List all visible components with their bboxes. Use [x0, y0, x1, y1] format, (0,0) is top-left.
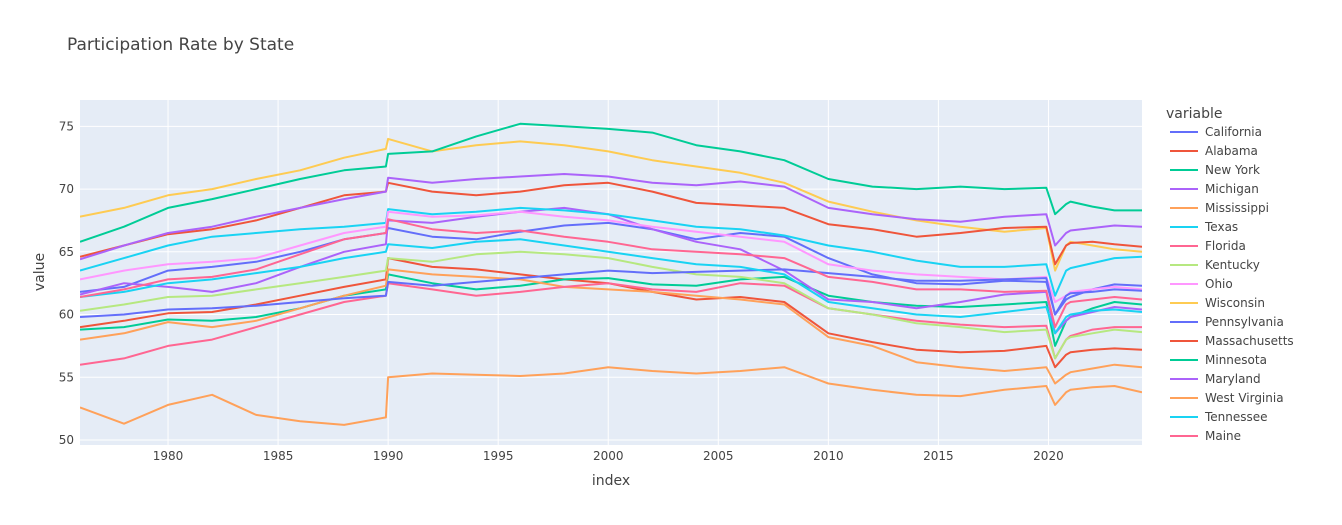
series-line-tennessee[interactable] — [80, 238, 1142, 335]
x-tick-label: 2000 — [593, 449, 624, 463]
series-line-west-virginia[interactable] — [80, 366, 1142, 426]
x-tick-label: 1980 — [153, 449, 184, 463]
legend-label: Maine — [1205, 429, 1241, 443]
legend-label: Pennsylvania — [1205, 315, 1284, 329]
legend-label: Kentucky — [1205, 258, 1260, 272]
series-line-mississippi[interactable] — [80, 268, 1142, 385]
y-tick-label: 65 — [59, 245, 74, 259]
series-line-ohio[interactable] — [80, 210, 1142, 303]
series-line-texas[interactable] — [80, 206, 1142, 297]
legend-label: Ohio — [1205, 277, 1233, 291]
series-line-kentucky[interactable] — [80, 250, 1142, 360]
legend-item-maine[interactable]: Maine — [1170, 429, 1241, 443]
legend-item-california[interactable]: California — [1170, 125, 1262, 139]
legend-label: Wisconsin — [1205, 296, 1265, 310]
legend-label: Tennessee — [1204, 410, 1268, 424]
series-lines — [80, 122, 1142, 426]
legend-title: variable — [1166, 106, 1222, 122]
x-axis-ticks: 1980 1985 1990 1995 2000 2005 2010 2015 2020 — [153, 449, 1064, 463]
legend-item-maryland[interactable]: Maryland — [1170, 372, 1261, 386]
series-line-wisconsin[interactable] — [80, 137, 1142, 272]
legend-label: Maryland — [1205, 372, 1261, 386]
legend-item-tennessee[interactable]: Tennessee — [1170, 410, 1268, 424]
legend-item-florida[interactable]: Florida — [1170, 239, 1246, 253]
x-axis-title: index — [592, 473, 630, 489]
x-tick-label: 1985 — [263, 449, 294, 463]
y-tick-label: 70 — [59, 182, 74, 196]
legend-item-massachusetts[interactable]: Massachusetts — [1170, 334, 1294, 348]
legend-label: Alabama — [1205, 144, 1258, 158]
series-line-minnesota[interactable] — [80, 122, 1142, 243]
legend-label: Michigan — [1205, 182, 1259, 196]
series-line-alabama[interactable] — [80, 257, 1142, 369]
series-line-maryland[interactable] — [80, 173, 1142, 261]
legend-item-michigan[interactable]: Michigan — [1170, 182, 1259, 196]
legend-item-texas[interactable]: Texas — [1170, 220, 1238, 234]
legend-item-ohio[interactable]: Ohio — [1170, 277, 1233, 291]
x-tick-label: 2020 — [1033, 449, 1064, 463]
chart-title: Participation Rate by State — [67, 35, 294, 55]
y-axis-title: value — [32, 253, 48, 291]
legend-label: California — [1205, 125, 1262, 139]
x-tick-label: 1995 — [483, 449, 514, 463]
y-tick-label: 50 — [59, 433, 74, 447]
y-axis-ticks: 50 55 60 65 70 75 — [59, 119, 74, 447]
series-line-pennsylvania[interactable] — [80, 268, 1142, 318]
legend-item-kentucky[interactable]: Kentucky — [1170, 258, 1260, 272]
legend-label: Texas — [1204, 220, 1238, 234]
x-tick-label: 2015 — [923, 449, 954, 463]
legend-label: New York — [1205, 163, 1260, 177]
y-tick-label: 60 — [59, 308, 74, 322]
legend[interactable]: variable California Alabama New York Michig… — [1166, 106, 1294, 443]
legend-item-pennsylvania[interactable]: Pennsylvania — [1170, 315, 1284, 329]
legend-label: Florida — [1205, 239, 1246, 253]
legend-label: Minnesota — [1205, 353, 1267, 367]
legend-item-mississippi[interactable]: Mississippi — [1170, 201, 1269, 215]
x-tick-label: 2010 — [813, 449, 844, 463]
y-tick-label: 75 — [59, 119, 74, 133]
series-line-maine[interactable] — [80, 218, 1142, 329]
x-tick-label: 1990 — [373, 449, 404, 463]
legend-label: Massachusetts — [1205, 334, 1294, 348]
legend-item-new-york[interactable]: New York — [1170, 163, 1260, 177]
legend-item-alabama[interactable]: Alabama — [1170, 144, 1258, 158]
x-tick-label: 2005 — [703, 449, 734, 463]
legend-item-wisconsin[interactable]: Wisconsin — [1170, 296, 1265, 310]
y-tick-label: 55 — [59, 370, 74, 384]
legend-label: West Virginia — [1205, 391, 1284, 405]
legend-item-west-virginia[interactable]: West Virginia — [1170, 391, 1284, 405]
legend-label: Mississippi — [1205, 201, 1269, 215]
legend-item-minnesota[interactable]: Minnesota — [1170, 353, 1267, 367]
